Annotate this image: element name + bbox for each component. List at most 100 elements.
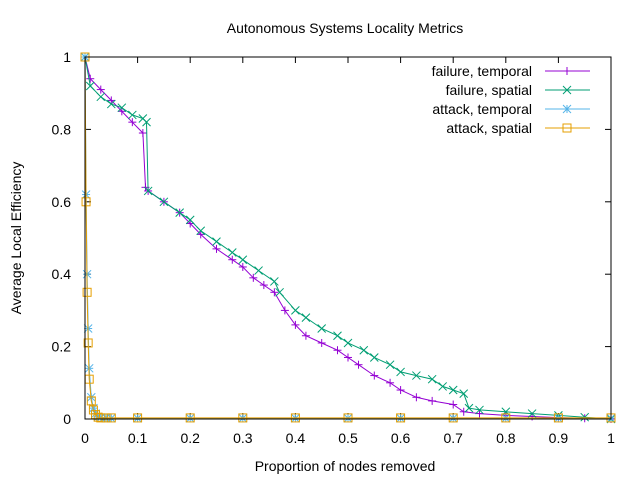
data-point [428,396,437,405]
y-tick-label: 0.2 [52,339,72,355]
data-point [128,118,137,127]
data-point [290,413,300,423]
y-tick-label: 0.4 [52,266,72,282]
y-tick-label: 0.8 [52,121,72,137]
data-point [369,353,379,362]
data-point [459,389,469,399]
data-point [385,360,395,370]
y-tick-label: 0 [63,411,71,427]
data-point [259,281,268,290]
x-tick-label: 0.8 [496,430,516,446]
data-point [117,103,127,113]
data-point [527,409,537,418]
data-point [196,230,205,239]
data-point [143,186,153,196]
data-point [343,338,353,348]
data-point [101,413,111,423]
data-point [412,371,421,380]
series-line-3 [84,56,611,419]
data-point [317,338,326,347]
data-point [412,393,421,402]
x-tick-label: 0.6 [391,430,411,446]
x-axis-label: Proportion of nodes removed [255,458,436,474]
data-point [106,99,116,109]
legend-label: attack, spatial [446,120,532,136]
data-point [185,215,195,225]
data-point [227,248,237,257]
data-point [133,413,143,423]
legend-marker [562,85,572,95]
data-point [317,324,327,333]
x-tick-label: 0.2 [180,430,200,446]
data-point [88,405,98,415]
data-point [83,338,93,348]
legend-marker [563,67,571,75]
data-point [359,345,369,355]
data-point [96,85,105,94]
data-point [475,409,484,418]
data-point [344,353,352,362]
data-point [449,400,458,409]
data-point [343,413,353,423]
y-tick-label: 0.6 [52,194,72,210]
data-point [448,385,458,395]
data-point [142,117,151,127]
x-tick-label: 1 [607,430,615,446]
legend-marker [562,104,572,114]
data-point [175,208,185,218]
data-point [254,266,263,275]
y-axis-label: Average Local Efficiency [8,162,24,315]
data-point [270,288,279,297]
data-point [249,273,258,282]
data-point [275,287,284,297]
data-point [501,407,511,417]
x-tick-label: 0.1 [128,430,148,446]
data-point [396,386,405,395]
data-point [396,367,405,377]
data-point [117,107,126,116]
data-point [501,413,511,423]
x-tick-label: 0.9 [549,430,569,446]
data-point [459,407,468,416]
data-point [553,413,563,423]
series-line-2 [84,56,611,419]
data-point [475,405,484,415]
plot-frame [84,56,612,420]
data-point [354,360,363,369]
data-point [228,255,237,264]
data-point [464,403,474,413]
y-tick-label: 1 [63,49,71,65]
data-point [82,287,92,297]
data-point [212,244,221,253]
data-point [301,313,311,322]
data-point [301,331,310,340]
data-point [448,413,458,423]
data-point [438,382,448,391]
data-point [85,81,95,91]
data-point [212,237,221,246]
data-point [86,396,96,406]
data-point [396,413,406,423]
x-tick-label: 0.5 [338,430,358,446]
data-point [186,219,195,228]
data-point [238,413,248,423]
x-tick-label: 0.3 [233,430,253,446]
data-point [427,374,437,384]
data-point [580,412,590,422]
data-point [238,262,247,271]
legend-label: failure, spatial [446,82,532,98]
data-point [291,306,300,315]
data-point [127,110,137,120]
data-point [96,413,106,423]
x-tick-label: 0.4 [286,430,306,446]
data-point [185,413,195,423]
legend-marker [562,123,572,133]
data-point [333,346,342,355]
legend-label: attack, temporal [432,101,532,117]
legend-label: failure, temporal [432,63,532,79]
chart-title: Autonomous Systems Locality Metrics [227,20,464,36]
series-line-0 [84,56,612,420]
data-point [86,74,95,83]
data-point [96,92,106,102]
